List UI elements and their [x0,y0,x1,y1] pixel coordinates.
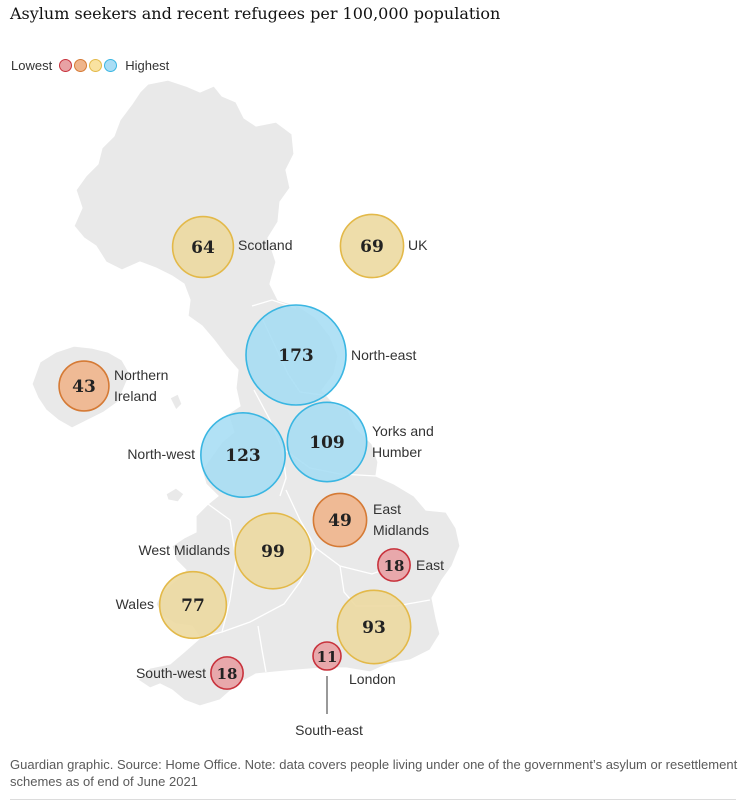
bubble-wales [158,570,228,640]
uk-map: 64 69 173 43 123 109 49 99 18 77 93 11 18 Scotland UK… [31,79,461,738]
bubble-north-east [245,304,347,406]
value-label-west-midlands: 99 [261,542,285,562]
border-wales [199,503,237,639]
legend-swatch-mid [89,58,103,72]
bubble-west-midlands [234,512,312,590]
region-label-london: London [349,671,396,687]
legend-swatch-midlow [74,58,88,72]
bubble-scotland [171,215,235,279]
bubble-south-east [312,641,342,671]
value-label-east-midlands: 49 [328,511,352,531]
footer-rule [10,799,736,800]
region-label-south-east: South-east [295,722,363,738]
region-label-uk: UK [408,237,428,253]
region-label-west-midlands: West Midlands [138,542,230,558]
region-label-east-midlands-line1: East [373,501,401,517]
region-label-yorks-and-humber-line2: Humber [372,444,422,460]
legend-highest-label: Highest [125,57,170,73]
bubble-uk [339,213,405,279]
value-label-london: 93 [362,618,386,638]
region-label-northern-ireland-line2: Ireland [114,388,157,404]
region-label-east: East [416,557,444,573]
bubble-london [336,589,412,665]
legend-lowest-label: Lowest [11,57,53,73]
source-note: Guardian graphic. Source: Home Office. N… [10,757,738,789]
legend: Lowest Highest [11,56,169,74]
region-label-wales: Wales [116,596,154,612]
value-label-south-west: 18 [217,665,238,683]
land-anglesey [165,487,185,503]
value-label-wales: 77 [181,596,205,616]
value-label-northern-ireland: 43 [72,377,96,397]
bubble-northern-ireland [58,360,110,412]
region-label-northern-ireland-line1: Northern [114,367,168,383]
bubble-south-west [210,656,244,690]
value-label-south-east: 11 [317,648,338,666]
region-label-north-west: North-west [127,446,195,462]
border-south-west [257,625,267,673]
legend-swatch-low [59,58,73,72]
value-label-scotland: 64 [191,238,215,258]
value-label-yorks-and-humber: 109 [309,433,345,453]
legend-swatch-high [104,58,118,72]
region-label-yorks-and-humber-line1: Yorks and [372,423,434,439]
bubble-east [377,548,411,582]
region-label-north-east: North-east [351,347,416,363]
value-label-uk: 69 [360,237,384,257]
bubble-east-midlands [312,492,368,548]
value-label-north-east: 173 [278,346,314,366]
chart-title: Asylum seekers and recent refugees per 1… [10,4,501,23]
region-label-east-midlands-line2: Midlands [373,522,429,538]
bubble-north-west [200,412,286,498]
value-label-north-west: 123 [225,446,261,466]
value-label-east: 18 [384,557,405,575]
bubble-yorks-and-humber [286,401,368,483]
region-label-scotland: Scotland [238,237,292,253]
region-label-south-west: South-west [136,665,206,681]
bubble-layer: 64 69 173 43 123 109 49 99 18 77 93 11 18 [58,213,412,690]
border-east-midlands [285,489,411,575]
label-layer: Scotland UK North-east Northern Ireland North… [114,237,444,738]
land-isle-of-man [169,393,183,412]
